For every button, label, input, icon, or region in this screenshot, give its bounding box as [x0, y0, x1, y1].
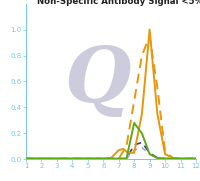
Text: Q: Q — [64, 45, 131, 118]
Text: Non-Specific Antibody Signal <5%: Non-Specific Antibody Signal <5% — [37, 0, 200, 6]
